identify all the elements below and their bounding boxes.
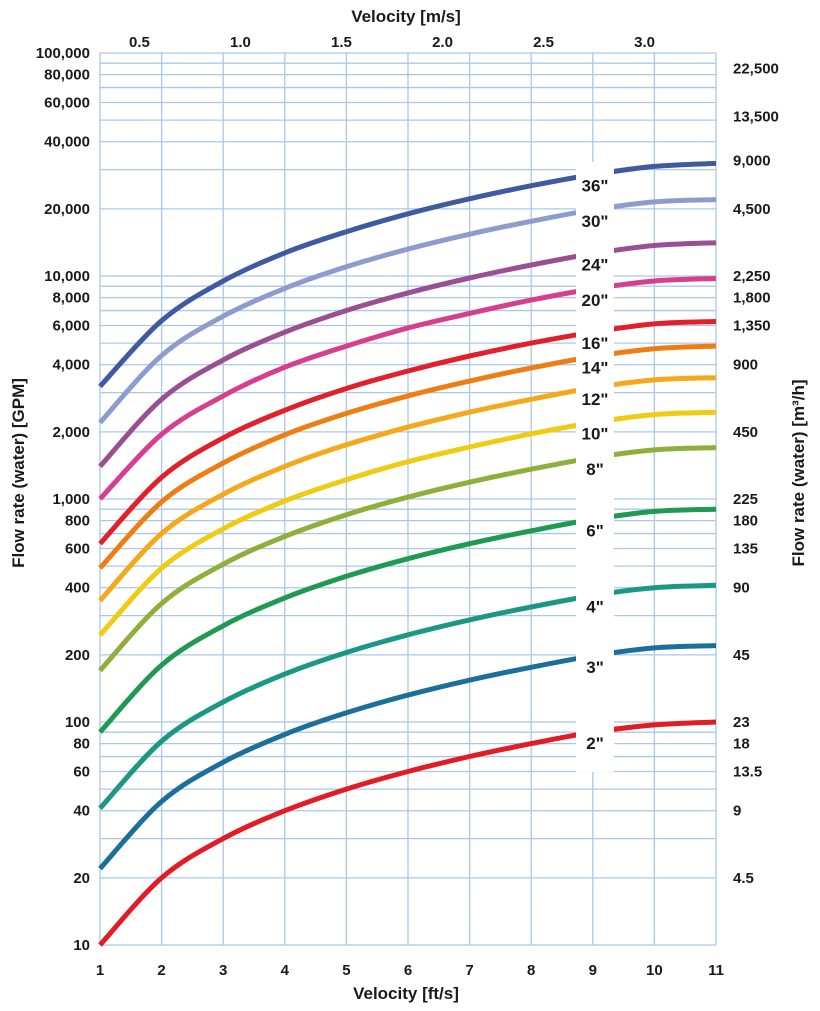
series-label: 14" [582, 359, 609, 378]
bottom-tick-label: 9 [589, 962, 597, 979]
right-tick-label: 90 [733, 580, 750, 597]
bottom-tick-label: 5 [342, 962, 350, 979]
series-label: 20" [582, 291, 609, 310]
bottom-tick-label: 10 [646, 962, 663, 979]
series-label: 10" [582, 425, 609, 444]
bottom-tick-label: 8 [527, 962, 535, 979]
left-tick-label: 8,000 [52, 290, 90, 307]
left-tick-label: 60,000 [44, 94, 90, 111]
left-tick-label: 800 [65, 513, 90, 530]
series-label: 30" [582, 212, 609, 231]
left-tick-label: 40 [73, 803, 90, 820]
bottom-tick-label: 7 [465, 962, 473, 979]
series-label: 12" [582, 390, 609, 409]
right-tick-label: 1,350 [733, 317, 771, 334]
bottom-tick-label: 2 [157, 962, 165, 979]
left-tick-label: 6,000 [52, 317, 90, 334]
left-tick-label: 100 [65, 714, 90, 731]
bottom-tick-label: 3 [219, 962, 227, 979]
right-tick-label: 450 [733, 424, 758, 441]
top-tick-label: 3.0 [634, 34, 655, 51]
right-tick-label: 2,250 [733, 268, 771, 285]
series-label: 16" [582, 334, 609, 353]
right-tick-label: 135 [733, 540, 758, 557]
series-label: 4" [586, 598, 604, 617]
top-tick-label: 0.5 [129, 34, 150, 51]
top-tick-label: 1.0 [230, 34, 251, 51]
right-tick-label: 23 [733, 714, 750, 731]
left-tick-label: 1,000 [52, 491, 90, 508]
right-tick-label: 22,500 [733, 61, 779, 78]
series-label: 36" [582, 176, 609, 195]
left-tick-label: 10,000 [44, 268, 90, 285]
bottom-tick-label: 11 [708, 962, 724, 979]
right-tick-label: 18 [733, 736, 750, 753]
left-tick-label: 600 [65, 540, 90, 557]
series-label: 8" [586, 460, 604, 479]
left-axis-title: Flow rate (water) [GPM] [9, 378, 28, 568]
right-tick-label: 45 [733, 647, 750, 664]
left-tick-label: 60 [73, 763, 90, 780]
bottom-tick-label: 1 [96, 962, 104, 979]
top-tick-label: 2.5 [533, 34, 554, 51]
left-tick-label: 2,000 [52, 424, 90, 441]
top-tick-label: 2.0 [432, 34, 453, 51]
left-tick-label: 10 [73, 937, 90, 954]
top-axis-title: Velocity [m/s] [351, 7, 461, 26]
left-tick-label: 4,000 [52, 357, 90, 374]
series-label: 3" [586, 658, 604, 677]
left-tick-label: 80 [73, 736, 90, 753]
bottom-tick-label: 6 [404, 962, 412, 979]
series-label: 2" [586, 734, 604, 753]
left-tick-label: 80,000 [44, 67, 90, 84]
right-tick-label: 1,800 [733, 290, 771, 307]
top-tick-label: 1.5 [331, 34, 352, 51]
left-tick-label: 100,000 [36, 45, 90, 62]
tick-labels: 1 2 3 4 5 6 7 8 9 10 110.5 1.0 1.5 2.0 2.5 3.0102040608… [36, 34, 779, 979]
series-label: 6" [586, 521, 604, 540]
right-tick-label: 900 [733, 357, 758, 374]
right-tick-label: 9 [733, 803, 741, 820]
right-tick-label: 225 [733, 491, 758, 508]
left-tick-label: 200 [65, 647, 90, 664]
left-tick-label: 20,000 [44, 201, 90, 218]
right-tick-label: 4.5 [733, 870, 754, 887]
series-label: 24" [582, 256, 609, 275]
right-tick-label: 13,500 [733, 108, 779, 125]
right-tick-label: 180 [733, 513, 758, 530]
right-axis-title: Flow rate (water) [m³/h] [789, 379, 808, 566]
right-tick-label: 9,000 [733, 152, 771, 169]
left-tick-label: 20 [73, 870, 90, 887]
left-tick-label: 40,000 [44, 134, 90, 151]
right-tick-label: 13.5 [733, 763, 762, 780]
right-tick-label: 4,500 [733, 201, 771, 218]
bottom-tick-label: 4 [281, 962, 290, 979]
left-tick-label: 400 [65, 580, 90, 597]
bottom-axis-title: Velocity [ft/s] [353, 984, 459, 1003]
